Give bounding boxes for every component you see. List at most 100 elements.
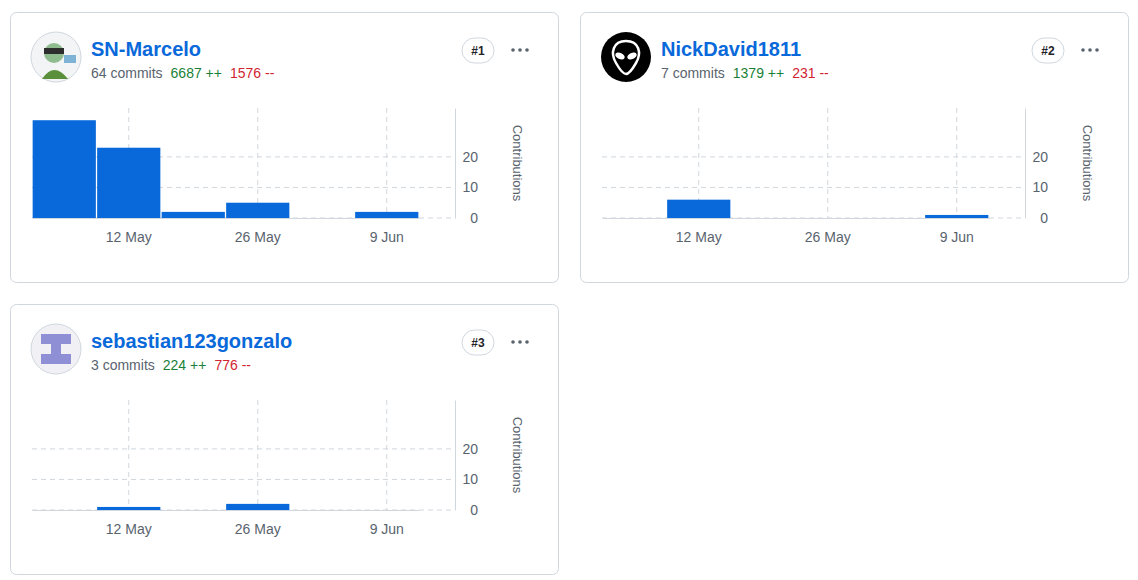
x-tick-label: 26 May	[235, 521, 281, 537]
grid-line-x	[386, 108, 387, 218]
bar[interactable]	[925, 215, 988, 218]
bar[interactable]	[291, 510, 354, 511]
menu-dot[interactable]	[518, 48, 522, 52]
x-tick-label: 26 May	[805, 229, 851, 245]
rank: #3	[471, 336, 485, 350]
stat-additions: 6687 ++	[171, 65, 222, 81]
bar[interactable]	[33, 510, 96, 511]
y-axis-line	[1025, 109, 1026, 219]
bar[interactable]	[97, 148, 160, 218]
bar[interactable]	[162, 510, 225, 511]
bar[interactable]	[33, 120, 96, 218]
grid-line-x	[956, 108, 957, 218]
x-tick: 9 Jun	[940, 218, 974, 245]
avatar-bg	[31, 324, 81, 374]
avatar-cell	[51, 334, 61, 344]
y-tick: 20	[1025, 149, 1048, 165]
contributor-card: sebastian123gonzalo3 commits224 ++776 --…	[11, 305, 559, 575]
y-tick: 0	[455, 210, 478, 226]
username[interactable]: NickDavid1811	[661, 38, 801, 60]
grid-line-x	[827, 108, 828, 218]
y-tick-label: 0	[470, 502, 478, 518]
bar[interactable]	[97, 507, 160, 510]
stat-commits: 64 commits	[91, 65, 163, 81]
x-tick-label: 9 Jun	[370, 229, 404, 245]
grid-line-x	[257, 108, 258, 218]
x-tick: 12 May	[106, 218, 152, 245]
rank-badge	[462, 330, 494, 355]
x-axis-line	[33, 510, 420, 511]
avatar[interactable]	[31, 32, 81, 82]
y-tick: 0	[1025, 210, 1048, 226]
y-axis-title: Contributions	[1080, 125, 1095, 202]
username[interactable]: sebastian123gonzalo	[91, 330, 292, 352]
x-tick-label: 12 May	[106, 521, 152, 537]
x-axis: 12 May26 May9 Jun	[33, 218, 420, 245]
bar[interactable]	[355, 212, 418, 218]
x-tick-label: 9 Jun	[940, 229, 974, 245]
menu-dot[interactable]	[525, 48, 529, 52]
y-tick: 10	[1025, 179, 1048, 195]
avatar-cell	[51, 344, 61, 354]
y-tick-label: 10	[462, 471, 478, 487]
bar[interactable]	[226, 203, 289, 218]
menu-dot[interactable]	[1081, 48, 1085, 52]
rank: #1	[471, 44, 485, 58]
stat-deletions: 1576 --	[230, 65, 275, 81]
avatar[interactable]	[31, 324, 81, 374]
bar[interactable]	[291, 218, 354, 219]
x-tick: 12 May	[676, 218, 722, 245]
rank: #2	[1041, 44, 1055, 58]
bar[interactable]	[796, 218, 859, 219]
bar[interactable]	[162, 212, 225, 218]
avatar-cell	[41, 354, 51, 364]
card-frame	[11, 305, 559, 575]
contributor-card: NickDavid1811 7 commits 1379 ++ 231 -- #2 12 …	[581, 13, 1129, 283]
menu-dot[interactable]	[525, 340, 529, 344]
bar[interactable]	[667, 200, 730, 218]
grid-line-x	[257, 400, 258, 510]
y-axis: 01020	[455, 401, 478, 518]
bar[interactable]	[861, 218, 924, 219]
y-axis: 0 10 20	[1025, 109, 1048, 226]
stat-deletions: 776 --	[214, 357, 251, 373]
y-tick-label: 10	[1032, 179, 1048, 195]
bar[interactable]	[603, 218, 666, 219]
menu-dot[interactable]	[511, 340, 515, 344]
avatar-bg	[31, 32, 81, 82]
avatar-cell	[61, 334, 71, 344]
stat-additions: 1379 ++	[733, 65, 784, 81]
menu-dot[interactable]	[511, 48, 515, 52]
menu-dot[interactable]	[518, 340, 522, 344]
stat-commits: 7 commits	[661, 65, 725, 81]
bar[interactable]	[355, 510, 418, 511]
x-axis-line	[603, 218, 990, 219]
x-axis-line	[33, 218, 420, 219]
avatar[interactable]	[601, 32, 651, 82]
menu-dot[interactable]	[1088, 48, 1092, 52]
x-tick: 26 May	[235, 510, 281, 537]
bar[interactable]	[732, 218, 795, 219]
avatar-item	[64, 55, 76, 63]
page: SN-Marcelo 64 commits 6687 ++ 1576 -- #1 12 M…	[0, 0, 1138, 580]
y-axis-line	[455, 401, 456, 511]
y-tick: 10	[455, 179, 478, 195]
stat-deletions: 231 --	[792, 65, 829, 81]
bars	[33, 120, 419, 218]
x-tick: 9 Jun	[370, 510, 404, 537]
x-tick-label: 12 May	[676, 229, 722, 245]
y-tick-label: 20	[462, 149, 478, 165]
menu-dot[interactable]	[1095, 48, 1099, 52]
avatar-cell	[51, 354, 61, 364]
grid-line-y	[32, 479, 455, 480]
bar[interactable]	[226, 504, 289, 510]
y-tick-label: 0	[1040, 210, 1048, 226]
bars	[667, 200, 988, 218]
username[interactable]: SN-Marcelo	[91, 38, 201, 60]
avatar-eye	[614, 51, 626, 61]
avatar-glasses	[44, 48, 64, 54]
grid-line-x	[386, 400, 387, 510]
x-axis: 12 May 26 May 9 Jun	[603, 218, 990, 245]
y-axis-line	[455, 109, 456, 219]
y-tick-label: 0	[470, 210, 478, 226]
